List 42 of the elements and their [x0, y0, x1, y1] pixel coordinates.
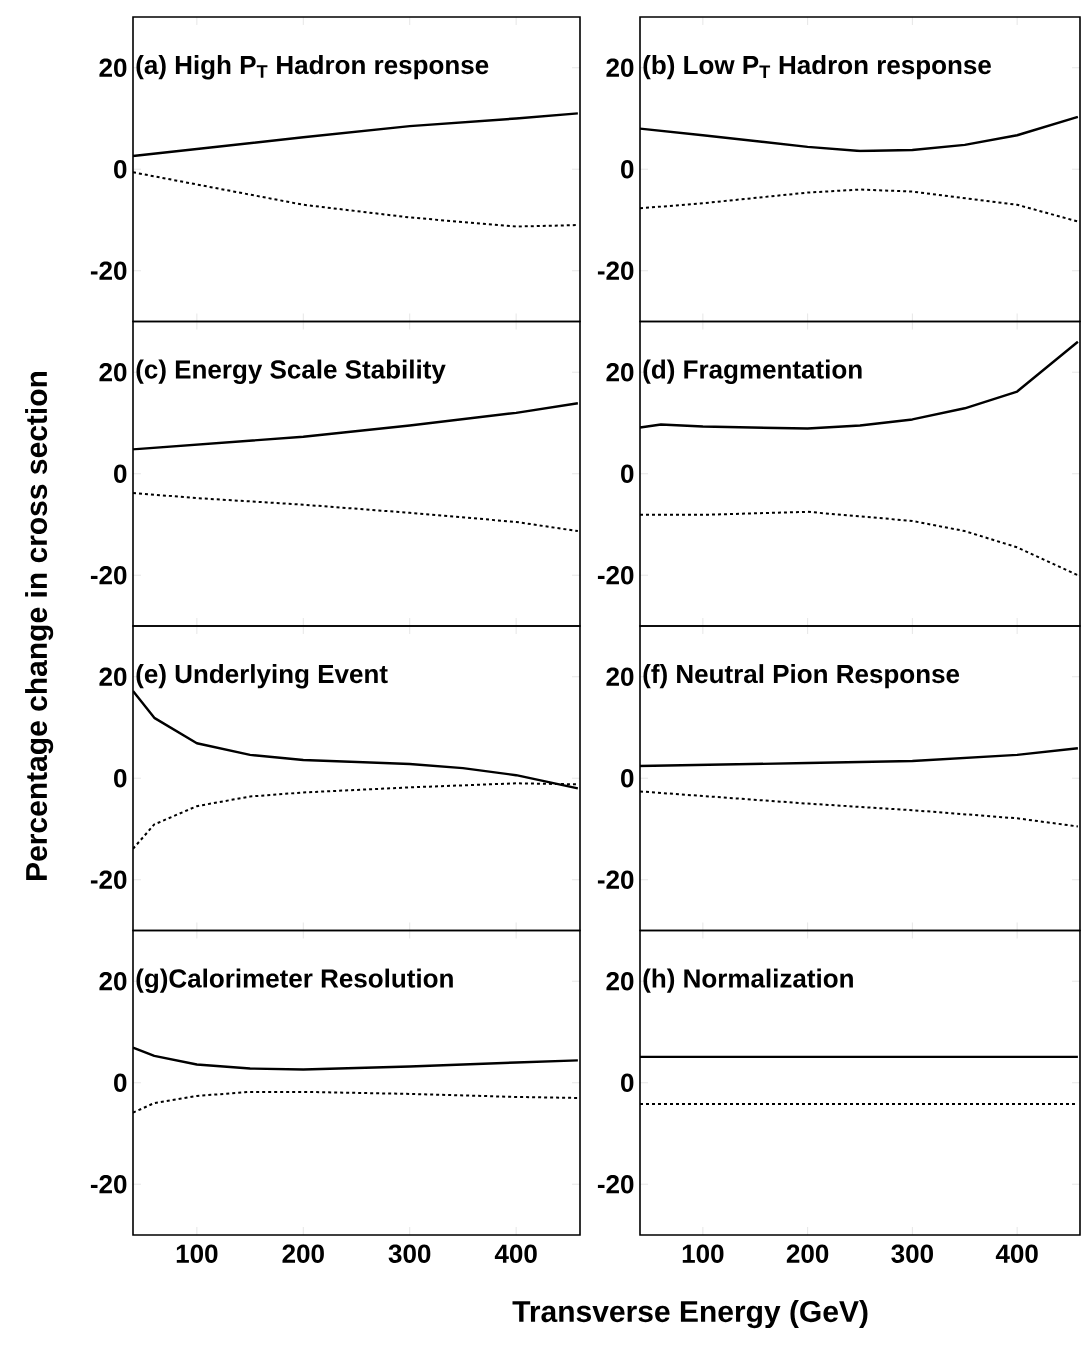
y-tick-label: -20	[90, 1175, 127, 1194]
y-tick-label: -20	[90, 261, 127, 280]
x-tick-label: 100	[176, 1244, 218, 1263]
y-tick-label: 20	[99, 58, 127, 77]
text: (b) Low P$_{T}$ Hadron response	[643, 55, 991, 80]
y-tick-label: 20	[606, 972, 634, 991]
x-tick-label: 100	[682, 1244, 724, 1263]
x-tick-label: 200	[786, 1244, 829, 1263]
y-tick-label: 20	[99, 972, 127, 991]
text: (h) Normalization	[643, 968, 853, 993]
x-tick-label: 400	[995, 1244, 1038, 1263]
y-tick-label: 0	[621, 160, 634, 179]
y-axis-title: Percentage change in cross section	[25, 371, 54, 880]
y-tick-label: 20	[606, 363, 634, 382]
text: (f) Neutral Pion Response	[643, 664, 960, 689]
y-tick-label: 20	[606, 667, 634, 686]
y-tick-label: 0	[621, 1073, 634, 1092]
x-tick-label: 200	[282, 1244, 324, 1263]
x-tick-label: 300	[388, 1244, 431, 1263]
y-tick-label: 20	[606, 58, 634, 77]
y-tick-label: -20	[597, 566, 634, 585]
text: (d) Fragmentation	[643, 359, 862, 384]
y-tick-label: -20	[597, 870, 634, 889]
y-tick-label: 0	[114, 160, 127, 179]
text: (g)Calorimeter Resolution	[136, 968, 453, 993]
text: (c) Energy Scale Stability	[136, 359, 446, 384]
y-tick-label: 0	[114, 464, 127, 483]
x-tick-label: 400	[494, 1244, 537, 1263]
y-tick-label: 0	[114, 769, 127, 788]
y-tick-label: 0	[621, 769, 634, 788]
y-tick-label: -20	[597, 1175, 634, 1194]
y-tick-label: 20	[99, 363, 127, 382]
x-axis-title: Transverse Energy (GeV)	[512, 1300, 868, 1329]
text: (a) High P$_{T}$ Hadron response	[136, 55, 489, 80]
y-tick-label: -20	[90, 870, 127, 889]
y-tick-label: 0	[621, 464, 634, 483]
y-tick-label: -20	[597, 261, 634, 280]
y-tick-label: -20	[90, 566, 127, 585]
x-tick-label: 300	[891, 1244, 933, 1263]
y-tick-label: 20	[99, 667, 127, 686]
text: (e) Underlying Event	[136, 664, 388, 689]
y-tick-label: 0	[114, 1073, 127, 1092]
